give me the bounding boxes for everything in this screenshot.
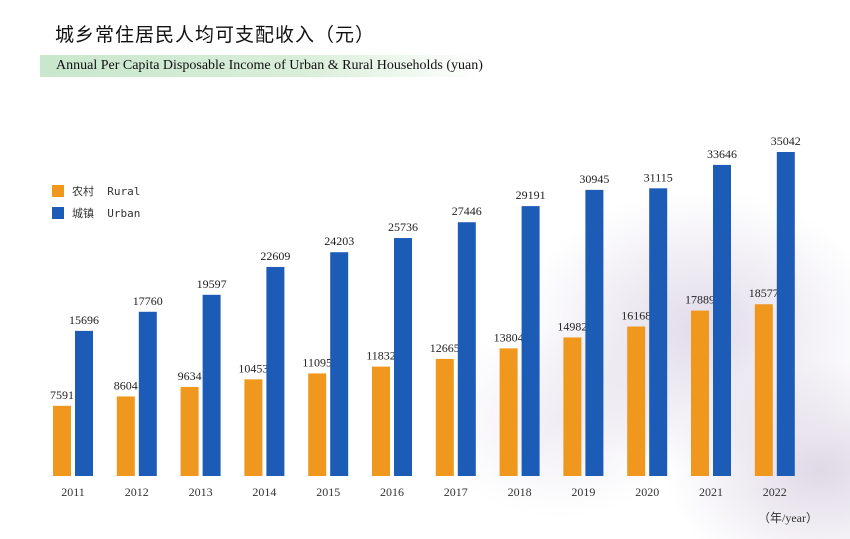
bar-rural-2013 — [180, 386, 199, 476]
legend-label-urban: 城镇 Urban — [72, 207, 141, 220]
legend-item-rural: 农村 Rural — [52, 180, 140, 202]
bar-urban-2022 — [776, 152, 795, 476]
bar-urban-2016 — [394, 238, 412, 476]
x-tick-2012: 2012 — [125, 485, 149, 499]
x-tick-2020: 2020 — [635, 485, 659, 499]
bar-urban-2017 — [457, 222, 476, 476]
bar-urban-2019 — [585, 189, 604, 477]
bar-rural-2014 — [244, 379, 263, 476]
bar-urban-2013 — [202, 294, 221, 476]
data-label-urban-2017: 27446 — [452, 204, 482, 218]
data-label-urban-2021: 33646 — [707, 147, 737, 161]
x-tick-2011: 2011 — [61, 485, 85, 499]
data-label-rural-2018: 13804 — [494, 330, 524, 344]
bar-urban-2011 — [75, 330, 93, 476]
data-label-rural-2016: 11832 — [366, 349, 396, 363]
bar-rural-2011 — [53, 405, 71, 476]
legend: 农村 Rural 城镇 Urban — [52, 180, 140, 224]
x-tick-2015: 2015 — [316, 485, 340, 499]
bar-urban-2014 — [266, 266, 285, 476]
x-tick-2014: 2014 — [252, 485, 276, 499]
data-label-rural-2021: 17889 — [685, 293, 715, 307]
chart-title-en: Annual Per Capita Disposable Income of U… — [56, 58, 483, 73]
data-label-urban-2016: 25736 — [388, 220, 418, 234]
bar-urban-2021 — [713, 164, 731, 477]
bar-rural-2022 — [754, 304, 773, 476]
data-label-rural-2022: 18577 — [749, 286, 779, 300]
bar-rural-2017 — [435, 358, 454, 476]
data-label-urban-2019: 30945 — [579, 172, 609, 186]
x-axis-unit-label: （年/year） — [758, 511, 818, 525]
x-tick-2018: 2018 — [508, 485, 532, 499]
chart-title-en-band: Annual Per Capita Disposable Income of U… — [40, 55, 483, 77]
data-label-urban-2011: 15696 — [69, 313, 99, 327]
x-tick-2013: 2013 — [189, 485, 213, 499]
data-label-rural-2019: 14982 — [557, 319, 587, 333]
data-label-rural-2012: 8604 — [114, 378, 138, 392]
data-label-rural-2013: 9634 — [178, 369, 202, 383]
data-label-urban-2022: 35042 — [771, 134, 801, 148]
bar-rural-2019 — [563, 337, 582, 476]
bar-urban-2015 — [330, 252, 349, 476]
data-label-urban-2018: 29191 — [516, 188, 546, 202]
x-tick-2016: 2016 — [380, 485, 404, 499]
data-label-rural-2020: 16168 — [621, 309, 651, 323]
x-tick-2019: 2019 — [571, 485, 595, 499]
bar-urban-2012 — [138, 311, 157, 476]
data-label-rural-2014: 10453 — [238, 361, 268, 375]
bar-rural-2015 — [308, 373, 327, 476]
data-label-urban-2014: 22609 — [260, 249, 290, 263]
bar-rural-2012 — [116, 396, 135, 476]
legend-swatch-rural — [52, 185, 64, 197]
legend-item-urban: 城镇 Urban — [52, 202, 140, 224]
bar-rural-2020 — [627, 326, 646, 476]
data-label-rural-2011: 7591 — [50, 388, 74, 402]
chart-title-cn: 城乡常住居民人均可支配收入（元） — [55, 24, 376, 46]
legend-label-rural: 农村 Rural — [72, 185, 141, 198]
x-tick-2017: 2017 — [444, 485, 468, 499]
bar-urban-2018 — [521, 206, 540, 476]
data-label-urban-2015: 24203 — [324, 234, 354, 248]
x-tick-2021: 2021 — [699, 485, 723, 499]
x-tick-2022: 2022 — [763, 485, 787, 499]
bar-rural-2021 — [691, 310, 709, 476]
data-label-urban-2013: 19597 — [197, 277, 227, 291]
data-label-urban-2012: 17760 — [133, 294, 163, 308]
bar-urban-2020 — [649, 188, 668, 476]
bar-rural-2016 — [372, 366, 390, 476]
data-label-rural-2017: 12665 — [430, 341, 460, 355]
legend-swatch-urban — [52, 207, 64, 219]
bar-rural-2018 — [499, 348, 518, 476]
data-label-urban-2020: 31115 — [644, 170, 673, 184]
data-label-rural-2015: 11095 — [302, 355, 332, 369]
